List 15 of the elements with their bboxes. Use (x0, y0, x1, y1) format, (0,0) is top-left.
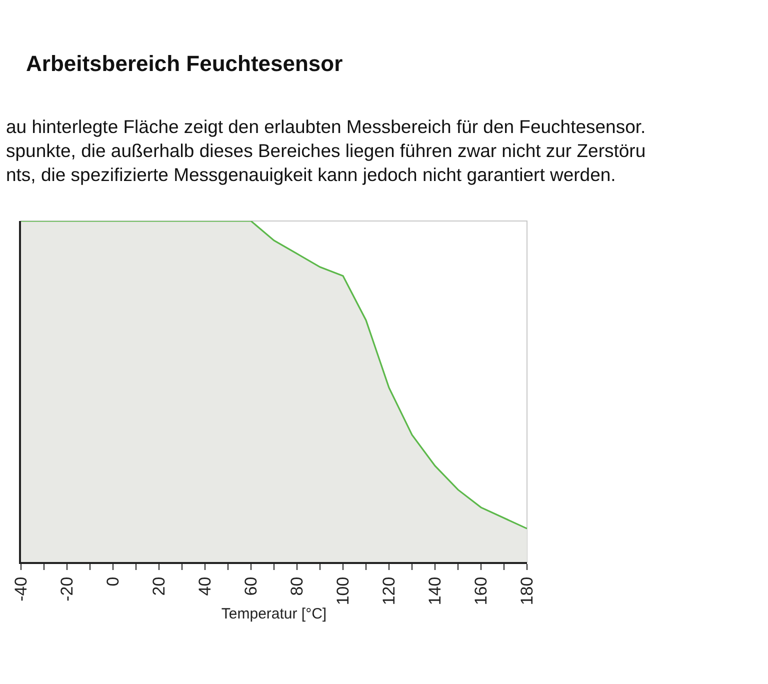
x-tick-label: -40 (12, 576, 31, 602)
x-tick-label: 20 (150, 576, 169, 596)
x-tick-label: 100 (334, 576, 353, 606)
chart-subtitle: au hinterlegte Fläche zeigt den erlaubten Messbereich für den Feuchtesensor. spunkte, die außerhalb dieses Bereiches liegen führen zwar nicht zur Zerstöru nts, die spezifizierte Messgenauigkeit kann jedoch nicht garantiert werden. (6, 116, 646, 186)
x-tick-label: 60 (242, 576, 261, 596)
x-tick-label: 0 (104, 576, 123, 586)
x-tick-label: 40 (196, 576, 215, 596)
x-tick-label: 180 (518, 576, 537, 606)
x-tick-label: 80 (288, 576, 307, 596)
x-axis-title: Temperatur [°C] (221, 606, 327, 623)
chart-title: Arbeitsbereich Feuchtesensor (26, 51, 344, 76)
x-tick-label: 160 (472, 576, 491, 606)
x-tick-label: -20 (58, 576, 77, 602)
x-tick-label: 140 (426, 576, 445, 606)
x-tick-label: 120 (380, 576, 399, 606)
